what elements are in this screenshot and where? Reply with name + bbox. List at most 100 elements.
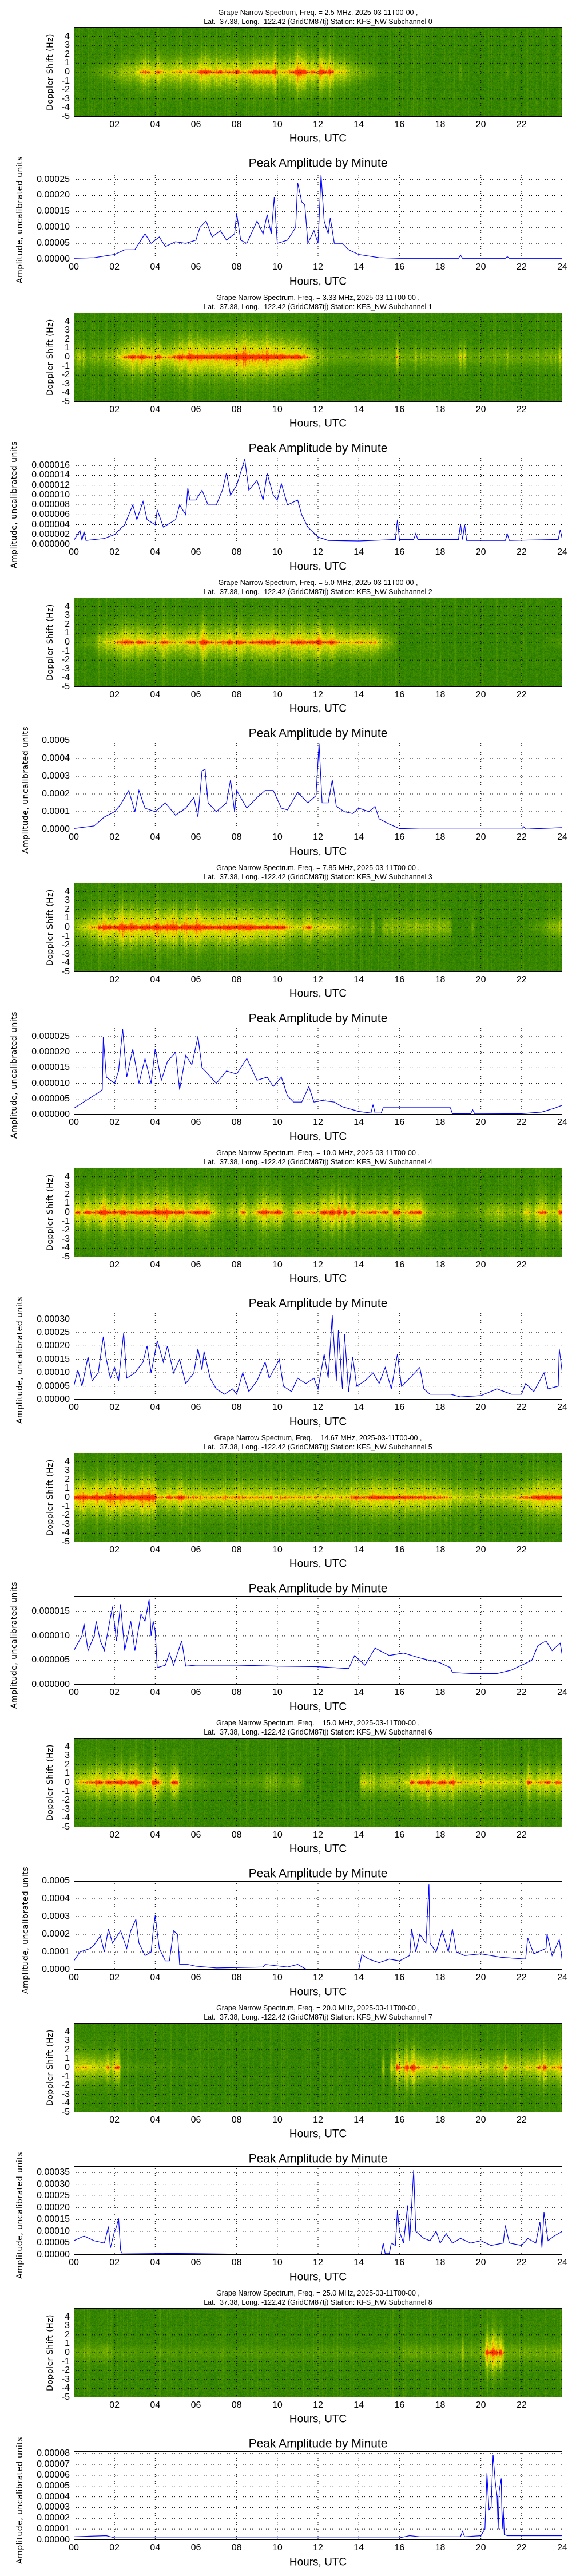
x-tick-label: 04 xyxy=(150,120,161,129)
x-tick-label: 10 xyxy=(272,2115,283,2125)
y-tick-label: -3 xyxy=(61,2374,70,2384)
x-tick-label: 12 xyxy=(313,1545,323,1555)
x-tick-label: 04 xyxy=(150,832,161,842)
y-tick-label: -3 xyxy=(61,93,70,104)
y-tick-label: 4 xyxy=(65,2312,70,2322)
spectrogram-y-axis-label: Doppler Shift (Hz) xyxy=(46,1174,55,1251)
x-tick-label: 22 xyxy=(516,2115,527,2125)
x-tick-label: 12 xyxy=(313,1402,323,1412)
x-tick-label: 04 xyxy=(150,1830,161,1840)
x-tick-label: 02 xyxy=(109,1402,120,1412)
x-tick-label: 16 xyxy=(394,832,405,842)
amplitude-line xyxy=(74,175,562,259)
x-tick-label: 24 xyxy=(557,1117,567,1127)
spectrogram-y-axis-label: Doppler Shift (Hz) xyxy=(46,2314,55,2391)
x-tick-label: 20 xyxy=(475,2400,486,2410)
x-tick-label: 18 xyxy=(435,1117,446,1127)
spectrogram-grid xyxy=(74,313,562,402)
spectrogram-x-axis-label: Hours, UTC xyxy=(289,2128,347,2140)
spectrogram-y-axis-label: Doppler Shift (Hz) xyxy=(46,1459,55,1536)
y-tick-label: -5 xyxy=(61,967,70,977)
x-tick-label: 08 xyxy=(231,1688,242,1697)
amplitude-plot xyxy=(74,456,562,544)
x-tick-label: 06 xyxy=(190,690,201,700)
y-tick-label: -2 xyxy=(61,1225,70,1235)
amplitude-plot xyxy=(74,2451,562,2540)
x-tick-label: 06 xyxy=(190,832,201,842)
y-tick-label: -2 xyxy=(61,370,70,380)
x-tick-label: 10 xyxy=(272,975,283,985)
x-tick-label: 10 xyxy=(272,1260,283,1270)
x-tick-label: 18 xyxy=(435,2543,446,2553)
y-tick-label: 0.00030 xyxy=(37,2179,70,2189)
spectrogram-plot xyxy=(74,1738,562,1827)
x-tick-label: 14 xyxy=(353,975,364,985)
x-tick-label: 22 xyxy=(516,262,527,272)
y-tick-label: 0.00015 xyxy=(37,2214,70,2225)
y-tick-label: 0.0005 xyxy=(42,736,70,745)
x-tick-label: 06 xyxy=(190,1117,201,1127)
spectrogram-title-line2: Lat. 37.38, Long. -122.42 (GridCM87tj) S… xyxy=(204,1728,432,1736)
x-tick-label: 04 xyxy=(150,690,161,700)
y-tick-label: -5 xyxy=(61,2392,70,2402)
y-tick-label: 3 xyxy=(65,40,70,50)
x-tick-label: 14 xyxy=(353,1260,364,1270)
x-tick-label: 24 xyxy=(557,547,567,557)
amplitude-plot xyxy=(74,741,562,829)
x-tick-label: 02 xyxy=(109,262,120,272)
y-tick-label: -4 xyxy=(61,1528,70,1538)
x-tick-label: 10 xyxy=(272,832,283,842)
y-tick-label: 0.00005 xyxy=(37,1381,70,1391)
x-tick-label: 24 xyxy=(557,262,567,272)
amplitude-y-axis-label: Amplitude, uncalibrated units xyxy=(10,441,19,568)
x-tick-label: 02 xyxy=(109,1117,120,1127)
x-tick-label: 04 xyxy=(150,405,161,414)
y-tick-label: 0.0004 xyxy=(42,1894,70,1903)
y-tick-label: -5 xyxy=(61,2107,70,2117)
y-tick-label: 0 xyxy=(65,1207,70,1217)
x-tick-label: 04 xyxy=(150,1973,161,1982)
y-tick-label: 4 xyxy=(65,1741,70,1752)
y-tick-label: 3 xyxy=(65,610,70,621)
x-tick-label: 24 xyxy=(557,1973,567,1982)
x-tick-label: 18 xyxy=(435,975,446,985)
x-tick-label: 04 xyxy=(150,975,161,985)
x-tick-label: 12 xyxy=(313,1688,323,1697)
y-tick-label: 1 xyxy=(65,1198,70,1208)
x-tick-label: 16 xyxy=(394,2543,405,2553)
x-tick-label: 18 xyxy=(435,1402,446,1412)
x-tick-label: 10 xyxy=(272,2258,283,2267)
y-tick-label: 0.000012 xyxy=(31,480,70,490)
y-tick-label: 4 xyxy=(65,601,70,611)
x-tick-label: 18 xyxy=(435,2258,446,2267)
y-tick-label: 3 xyxy=(65,895,70,906)
y-tick-label: 0.00020 xyxy=(37,1341,70,1351)
y-tick-label: -3 xyxy=(61,1234,70,1244)
y-tick-label: 0.000016 xyxy=(31,460,70,471)
y-tick-label: -3 xyxy=(61,378,70,389)
x-tick-label: 06 xyxy=(190,547,201,557)
spectrogram-y-axis-label: Doppler Shift (Hz) xyxy=(46,1744,55,1821)
x-tick-label: 06 xyxy=(190,1260,201,1270)
x-tick-label: 14 xyxy=(353,2543,364,2553)
x-tick-label: 14 xyxy=(353,832,364,842)
amplitude-y-axis-label: Amplitude, uncalibrated units xyxy=(15,156,25,283)
x-tick-label: 02 xyxy=(109,2258,120,2267)
spectrogram-image xyxy=(74,1453,562,1542)
y-tick-label: -1 xyxy=(61,76,70,86)
y-tick-label: 3 xyxy=(65,2321,70,2331)
y-tick-label: 1 xyxy=(65,628,70,638)
spectrogram-title-line2: Lat. 37.38, Long. -122.42 (GridCM87tj) S… xyxy=(204,1157,432,1166)
x-tick-label: 06 xyxy=(190,2543,201,2553)
y-tick-label: 0.0003 xyxy=(42,1911,70,1921)
spectrogram-grid xyxy=(74,883,562,972)
x-tick-label: 20 xyxy=(475,1688,486,1697)
spectrogram-title-line2: Lat. 37.38, Long. -122.42 (GridCM87tj) S… xyxy=(204,302,432,311)
amplitude-chart-svg xyxy=(74,1596,562,1685)
x-tick-label: 14 xyxy=(353,1688,364,1697)
x-tick-label: 08 xyxy=(231,690,242,700)
y-tick-label: 3 xyxy=(65,1180,70,1191)
y-tick-label: -1 xyxy=(61,1786,70,1796)
x-tick-label: 18 xyxy=(435,1260,446,1270)
y-tick-label: -2 xyxy=(61,2365,70,2376)
